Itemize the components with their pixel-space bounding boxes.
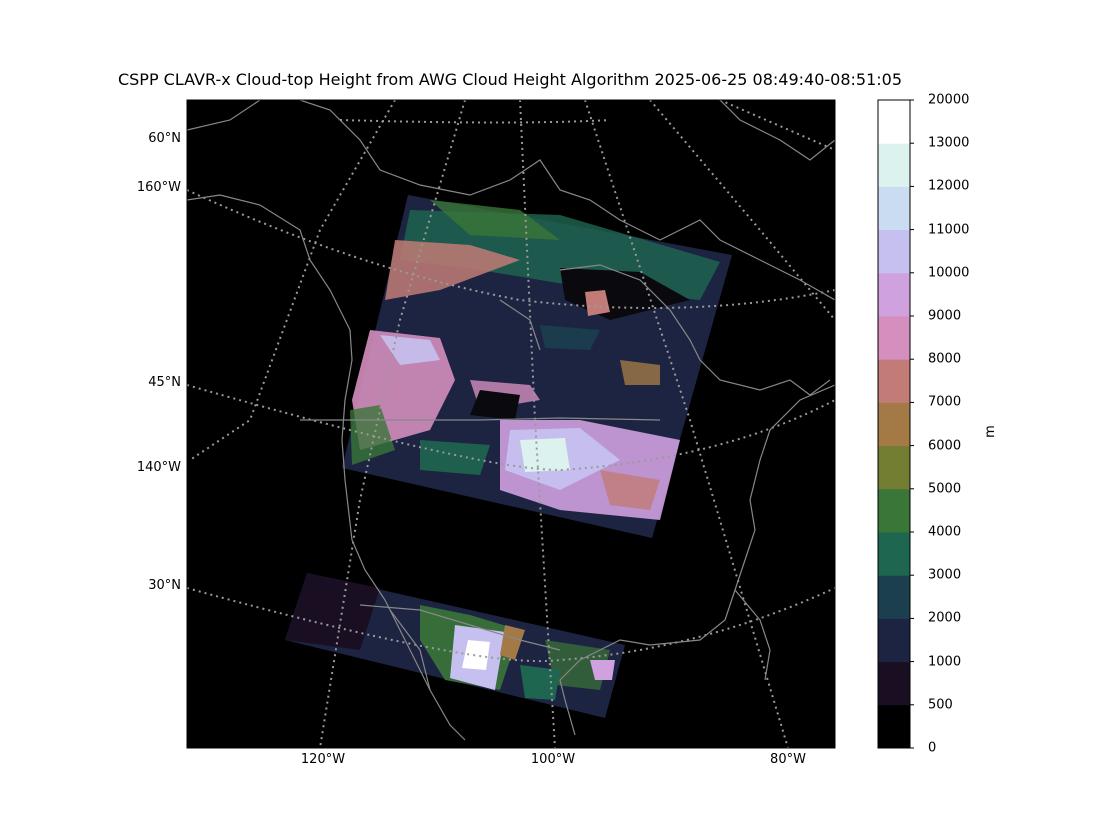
colorbar-tick-label: 4000 (928, 524, 962, 540)
colorbar-tick-label: 6000 (928, 438, 962, 454)
colorbar-tick-label: 10000 (928, 265, 970, 281)
colorbar-bin-12 (878, 186, 910, 231)
colorbar-bin-6 (878, 445, 910, 490)
colorbar-bin-1 (878, 661, 910, 706)
colorbar-bin-14 (878, 100, 910, 144)
colorbar-bin-11 (878, 229, 910, 274)
lat-label-30n: 30°N (148, 578, 181, 593)
colorbar-bin-8 (878, 359, 910, 403)
colorbar-bin-4 (878, 532, 910, 576)
colorbar-tick-label: 11000 (928, 222, 970, 238)
lon-label-160w: 160°W (136, 180, 181, 195)
colorbar-bin-13 (878, 143, 910, 187)
colorbar-tick-label: 0 (928, 740, 937, 756)
colorbar-bin-2 (878, 618, 910, 663)
colorbar-bin-3 (878, 575, 910, 619)
colorbar-bin-7 (878, 402, 910, 447)
lat-label-45n: 45°N (148, 375, 181, 390)
colorbar-tick-label: 20000 (928, 92, 970, 108)
colorbar-tick-label: 500 (928, 697, 953, 713)
colorbar-tick-label: 13000 (928, 135, 970, 151)
colorbar-tick-label: 3000 (928, 567, 962, 583)
granule-south (285, 573, 625, 718)
colorbar-tick-label: 7000 (928, 394, 962, 410)
lat-label-60n: 60°N (148, 131, 181, 146)
lon-label-80w: 80°W (770, 752, 806, 767)
colorbar (878, 99, 914, 749)
lon-label-120w: 120°W (300, 752, 346, 767)
graticule (187, 100, 835, 748)
colorbar-bin-9 (878, 316, 910, 360)
coastlines (187, 100, 835, 741)
colorbar-tick-label: 1000 (928, 654, 962, 670)
colorbar-units: m (982, 425, 998, 438)
colorbar-bin-10 (878, 272, 910, 317)
colorbar-tick-label: 5000 (928, 481, 962, 497)
colorbar-tick-label: 8000 (928, 351, 962, 367)
colorbar-bin-0 (878, 704, 910, 749)
colorbar-bin-5 (878, 488, 910, 533)
lon-label-140w: 140°W (136, 460, 181, 475)
colorbar-tick-label: 9000 (928, 308, 962, 324)
colorbar-tick-label: 12000 (928, 178, 970, 194)
colorbar-tick-label: 2000 (928, 610, 962, 626)
map-title: CSPP CLAVR-x Cloud-top Height from AWG C… (117, 70, 903, 89)
lon-label-100w: 100°W (530, 752, 576, 767)
